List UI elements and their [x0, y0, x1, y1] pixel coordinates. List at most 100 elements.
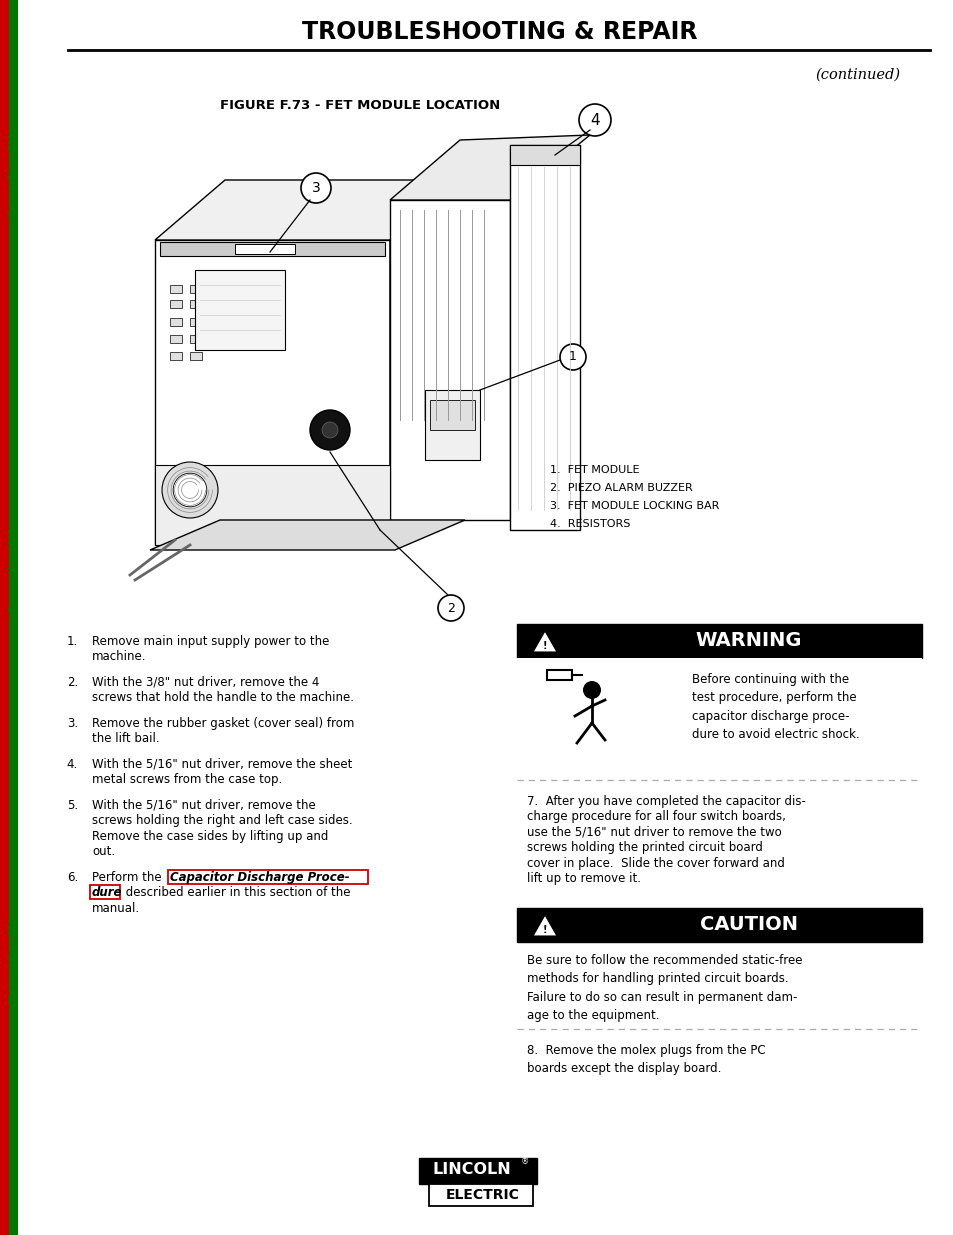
Bar	[190, 352, 202, 359]
Polygon shape	[533, 915, 557, 936]
Text: !: !	[542, 641, 547, 651]
Text: 5.: 5.	[67, 799, 78, 811]
Text: With the 5/16" nut driver, remove the sheet: With the 5/16" nut driver, remove the sh…	[91, 758, 352, 771]
Text: Return to Master TOC: Return to Master TOC	[9, 529, 18, 611]
Bar	[160, 242, 385, 256]
Bar	[517, 908, 921, 942]
Bar	[194, 270, 285, 350]
Text: 8.  Remove the molex plugs from the PC
boards except the display board.: 8. Remove the molex plugs from the PC bo…	[526, 1044, 765, 1076]
Circle shape	[437, 595, 463, 621]
Text: FIGURE F.73 - FET MODULE LOCATION: FIGURE F.73 - FET MODULE LOCATION	[219, 99, 499, 111]
Polygon shape	[150, 520, 464, 550]
Text: Return to Master TOC: Return to Master TOC	[9, 133, 18, 216]
Text: 3: 3	[312, 182, 320, 195]
Bar	[0, 0, 9, 1235]
Text: Capacitor Discharge Proce-: Capacitor Discharge Proce-	[170, 871, 349, 884]
Bar	[190, 335, 202, 343]
Bar	[170, 335, 182, 343]
Text: 4.  RESISTORS: 4. RESISTORS	[550, 519, 630, 529]
Text: LINCOLN: LINCOLN	[432, 1162, 511, 1177]
Text: machine.: machine.	[91, 651, 147, 663]
Text: WARNING: WARNING	[695, 631, 801, 651]
Bar	[154, 466, 390, 545]
Text: ®: ®	[520, 1157, 529, 1167]
Text: cover in place.  Slide the cover forward and: cover in place. Slide the cover forward …	[526, 857, 784, 869]
Text: lift up to remove it.: lift up to remove it.	[526, 872, 640, 885]
Bar	[517, 624, 921, 658]
Text: 4: 4	[590, 112, 599, 127]
Text: Remove main input supply power to the: Remove main input supply power to the	[91, 635, 329, 648]
Text: screws holding the printed circuit board: screws holding the printed circuit board	[526, 841, 762, 855]
Bar	[190, 285, 202, 293]
Bar	[190, 300, 202, 308]
Text: 1: 1	[569, 351, 577, 363]
Circle shape	[322, 422, 337, 438]
Text: 2: 2	[447, 601, 455, 615]
Bar	[190, 317, 202, 326]
Text: ELECTRIC: ELECTRIC	[446, 1188, 519, 1202]
Text: Before continuing with the
test procedure, perform the
capacitor discharge proce: Before continuing with the test procedur…	[691, 673, 859, 741]
Polygon shape	[390, 135, 589, 200]
Bar	[170, 352, 182, 359]
Bar	[510, 144, 579, 165]
Circle shape	[173, 473, 207, 506]
Circle shape	[310, 410, 350, 450]
Text: 1.: 1.	[67, 635, 78, 648]
Text: use the 5/16" nut driver to remove the two: use the 5/16" nut driver to remove the t…	[526, 826, 781, 839]
Bar	[517, 658, 921, 778]
Text: Remove the case sides by lifting up and: Remove the case sides by lifting up and	[91, 830, 328, 844]
Bar	[510, 144, 579, 530]
Text: With the 3/8" nut driver, remove the 4: With the 3/8" nut driver, remove the 4	[91, 676, 319, 689]
Text: 2.  PIEZO ALARM BUZZER: 2. PIEZO ALARM BUZZER	[550, 483, 692, 493]
Bar	[234, 245, 294, 254]
Bar	[170, 317, 182, 326]
Text: With the 5/16" nut driver, remove the: With the 5/16" nut driver, remove the	[91, 799, 315, 811]
Bar	[546, 671, 572, 680]
Bar	[424, 390, 479, 459]
Text: Return to Section TOC: Return to Section TOC	[0, 918, 9, 1003]
Text: Return to Section TOC: Return to Section TOC	[0, 527, 9, 613]
Bar	[90, 885, 120, 899]
Circle shape	[578, 104, 610, 136]
Bar	[429, 1184, 533, 1207]
Text: manual.: manual.	[91, 902, 140, 915]
Bar	[170, 285, 182, 293]
Text: screws holding the right and left case sides.: screws holding the right and left case s…	[91, 815, 353, 827]
Text: Be sure to follow the recommended static-free
methods for handling printed circu: Be sure to follow the recommended static…	[526, 953, 801, 1023]
Bar	[170, 300, 182, 308]
Text: out.: out.	[91, 846, 115, 858]
Text: described earlier in this section of the: described earlier in this section of the	[122, 887, 350, 899]
Bar	[9, 0, 18, 1235]
Text: TROUBLESHOOTING & REPAIR: TROUBLESHOOTING & REPAIR	[302, 20, 697, 44]
Text: 3.  FET MODULE LOCKING BAR: 3. FET MODULE LOCKING BAR	[550, 501, 719, 511]
Text: 3.: 3.	[67, 718, 78, 730]
Text: !: !	[542, 925, 547, 935]
Text: Return to Section TOC: Return to Section TOC	[0, 132, 9, 217]
Bar	[430, 400, 475, 430]
Text: dure: dure	[91, 887, 122, 899]
Text: 6.: 6.	[67, 871, 78, 884]
Text: the lift bail.: the lift bail.	[91, 732, 159, 746]
Text: (continued): (continued)	[815, 68, 900, 82]
Circle shape	[559, 345, 585, 370]
Polygon shape	[390, 180, 459, 545]
Text: Return to Master TOC: Return to Master TOC	[9, 919, 18, 1002]
Text: Perform the: Perform the	[91, 871, 165, 884]
Bar	[210, 300, 222, 308]
Circle shape	[162, 462, 218, 517]
Circle shape	[301, 173, 331, 203]
Text: Remove the rubber gasket (cover seal) from: Remove the rubber gasket (cover seal) fr…	[91, 718, 354, 730]
Text: CAUTION: CAUTION	[700, 915, 797, 935]
Text: screws that hold the handle to the machine.: screws that hold the handle to the machi…	[91, 692, 354, 704]
Text: 1.  FET MODULE: 1. FET MODULE	[550, 466, 639, 475]
Text: 4.: 4.	[67, 758, 78, 771]
Text: 7.  After you have completed the capacitor dis-: 7. After you have completed the capacito…	[526, 795, 805, 808]
Text: metal screws from the case top.: metal screws from the case top.	[91, 773, 282, 787]
Polygon shape	[533, 631, 557, 652]
Text: 2.: 2.	[67, 676, 78, 689]
Circle shape	[582, 680, 600, 699]
Text: charge procedure for all four switch boards,: charge procedure for all four switch boa…	[526, 810, 785, 824]
Bar	[168, 869, 368, 884]
Polygon shape	[154, 180, 459, 240]
Bar	[154, 240, 390, 545]
